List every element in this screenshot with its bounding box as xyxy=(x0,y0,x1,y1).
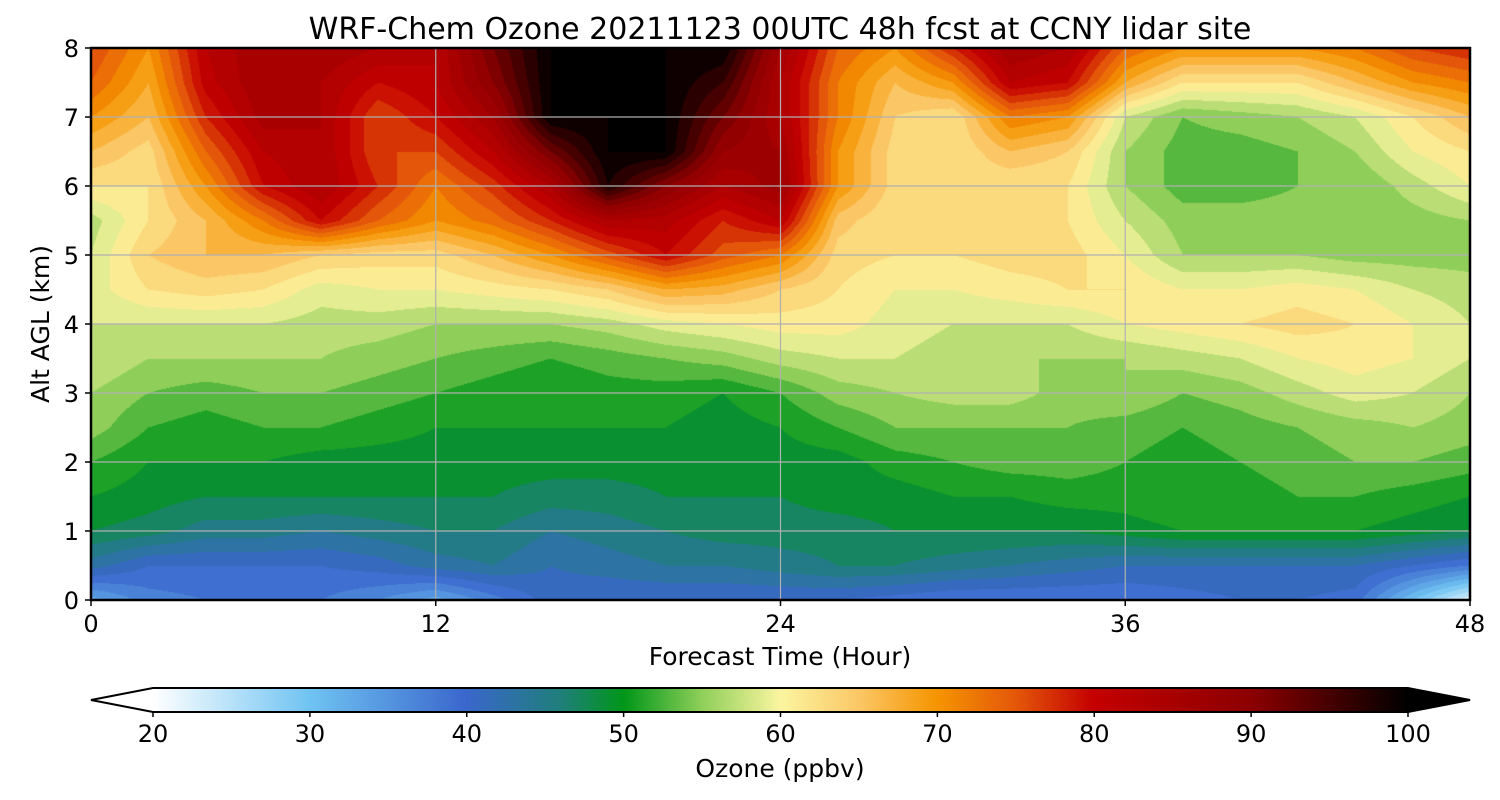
grid-lines xyxy=(91,48,1470,600)
x-tick-label: 36 xyxy=(1110,610,1141,638)
y-axis-ticks: 0 1 2 3 4 5 6 7 8 xyxy=(64,35,91,615)
y-tick-label: 3 xyxy=(64,380,79,408)
y-tick-label: 0 xyxy=(64,587,79,615)
y-tick-label: 2 xyxy=(64,449,79,477)
x-axis-label: Forecast Time (Hour) xyxy=(649,642,912,671)
colorbar-label: Ozone (ppbv) xyxy=(695,754,864,783)
y-axis-label: Alt AGL (km) xyxy=(26,245,55,403)
colorbar-tick-label: 30 xyxy=(295,720,326,748)
colorbar-tick-label: 20 xyxy=(138,720,169,748)
colorbar-tick-label: 60 xyxy=(765,720,796,748)
colorbar-tick-label: 50 xyxy=(608,720,639,748)
x-tick-label: 24 xyxy=(765,610,796,638)
colorbar-ticks: 20 30 40 50 60 70 80 90 100 xyxy=(138,712,1431,748)
y-tick-label: 7 xyxy=(64,104,79,132)
colorbar-max-extend xyxy=(1408,688,1470,712)
x-axis-ticks: 0 12 24 36 48 xyxy=(83,600,1485,638)
x-tick-label: 12 xyxy=(420,610,451,638)
y-tick-label: 8 xyxy=(64,35,79,63)
colorbar-tick-label: 90 xyxy=(1236,720,1267,748)
colorbar-tick-label: 80 xyxy=(1079,720,1110,748)
y-tick-label: 1 xyxy=(64,518,79,546)
y-tick-label: 4 xyxy=(64,311,79,339)
colorbar: 20 30 40 50 60 70 80 90 100 xyxy=(90,687,1471,748)
colorbar-tick-label: 40 xyxy=(451,720,482,748)
y-tick-label: 6 xyxy=(64,173,79,201)
x-tick-label: 0 xyxy=(83,610,98,638)
colorbar-tick-label: 70 xyxy=(922,720,953,748)
colorbar-min-extend xyxy=(91,688,153,712)
colorbar-tick-label: 100 xyxy=(1385,720,1431,748)
x-tick-label: 48 xyxy=(1455,610,1486,638)
colorbar-gradient xyxy=(153,688,1408,712)
y-tick-label: 5 xyxy=(64,242,79,270)
chart-title: WRF-Chem Ozone 20211123 00UTC 48h fcst a… xyxy=(309,12,1252,47)
